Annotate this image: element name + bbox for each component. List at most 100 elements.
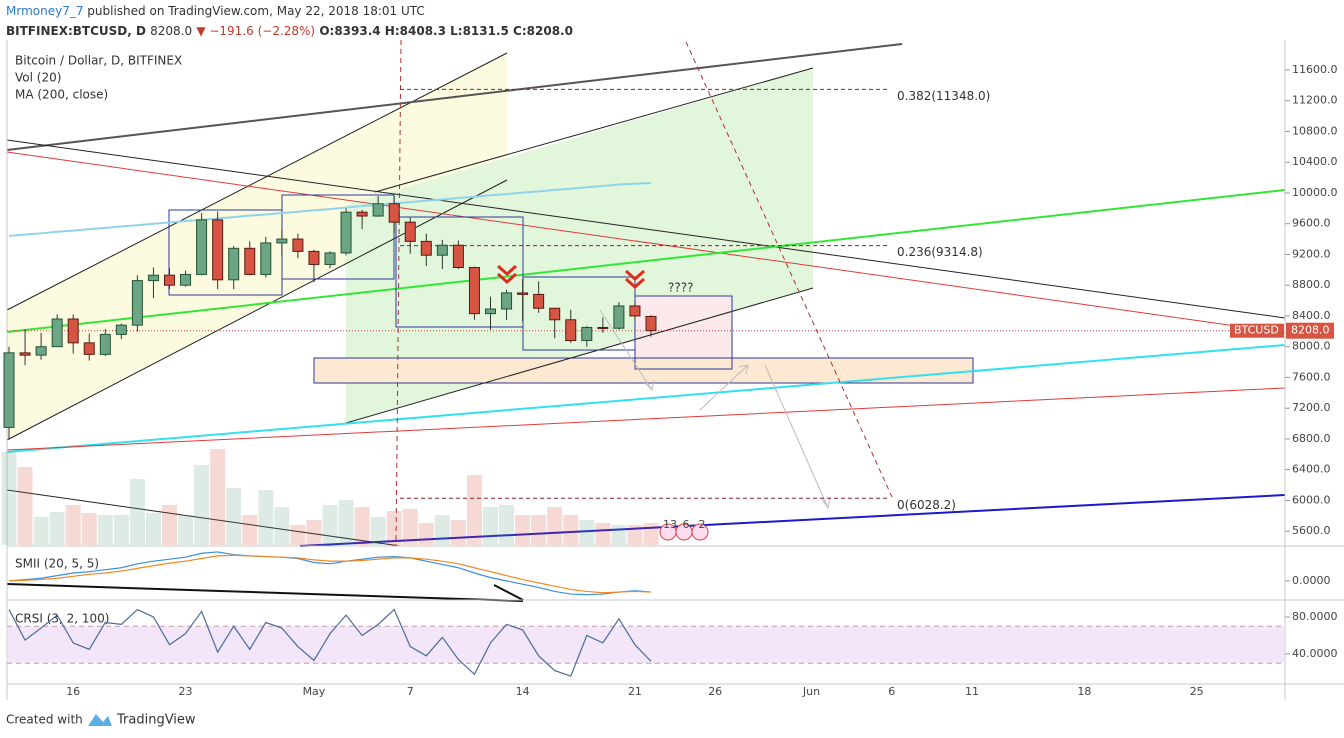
legend-ma: MA (200, close) [15, 88, 108, 102]
candle-body [565, 319, 577, 342]
header-line: Mrmoney7_7 published on TradingView.com,… [6, 4, 425, 18]
x-tick-label: May [303, 685, 326, 698]
volume-bar [434, 515, 450, 545]
last: 8208.0 [150, 24, 192, 38]
candle-body [19, 352, 31, 356]
volume-bar [499, 505, 515, 545]
candle-body [3, 352, 15, 428]
x-tick-label: 6 [888, 685, 895, 698]
trend-line [6, 189, 1286, 333]
channel-fill [346, 68, 813, 423]
y-tick-label: 11200.0 [1292, 94, 1338, 107]
volume-bar [33, 517, 49, 545]
y-tick-label: 6400.0 [1292, 463, 1331, 476]
volume-bar [531, 515, 547, 545]
candle-body [517, 292, 529, 295]
x-tick-label: 14 [516, 685, 530, 698]
y-tick-label: 11600.0 [1292, 63, 1338, 76]
candle-body [308, 250, 320, 265]
candle-body [613, 305, 625, 329]
volume-bar [322, 505, 338, 545]
arrow [764, 364, 831, 510]
price-tag [1286, 322, 1334, 339]
volume-bar [97, 515, 113, 545]
volume-bar [386, 511, 402, 545]
pane-frames [6, 40, 1344, 700]
chart-title: Bitcoin / Dollar, D, BITFINEX [15, 54, 182, 68]
volume-bar [210, 449, 226, 545]
candle-body [324, 252, 336, 265]
candle-body [244, 247, 256, 275]
candle-body [340, 211, 352, 254]
published: published on TradingView.com, May 22, 20… [87, 4, 424, 18]
volume-bar [226, 488, 242, 545]
volume-bar [611, 525, 627, 545]
volume-bar [627, 525, 643, 545]
event-label: 13 [663, 518, 677, 531]
arrow [599, 309, 655, 392]
symbol: BITFINEX:BTCUSD, D [6, 24, 146, 38]
trend-line [6, 139, 1286, 319]
x-tick-label: 23 [179, 685, 193, 698]
candle-body [196, 219, 208, 275]
channel-fill [7, 53, 507, 440]
volume-bar [1, 452, 17, 545]
y-tick-label: 10800.0 [1292, 124, 1338, 137]
indicator-line [8, 181, 652, 238]
volume-bar [354, 507, 370, 545]
y-tick-label: 0.0000 [1292, 574, 1331, 587]
candle-body [147, 274, 159, 282]
trend-line [6, 583, 524, 602]
x-tick-label: 7 [407, 685, 414, 698]
footer-brand[interactable]: TradingView [116, 713, 196, 728]
candle-body [131, 280, 143, 326]
y-tick-label: 5600.0 [1292, 524, 1331, 537]
y-tick-label: 80.0000 [1292, 610, 1338, 623]
chevron [625, 269, 645, 290]
footer-created: Created with [6, 713, 83, 727]
candle-body [420, 240, 432, 256]
trend-line [299, 494, 1286, 547]
indicator-line [8, 554, 652, 594]
fib-label: 0.382(11348.0) [897, 89, 990, 103]
candle-body [581, 326, 593, 342]
candle-body [51, 318, 63, 348]
volume-bar [258, 490, 274, 545]
pane-title: SMII (20, 5, 5) [15, 557, 99, 571]
indicator-line [8, 608, 652, 677]
y-tick-label: 9200.0 [1292, 247, 1331, 260]
x-tick-label: 26 [708, 685, 722, 698]
volume-bar [162, 505, 177, 545]
logo [88, 714, 112, 726]
y-tick-label: 10000.0 [1292, 186, 1338, 199]
y-tick-label: 7600.0 [1292, 370, 1331, 383]
x-tick-label: Jun [802, 685, 820, 698]
y-tick-label: 8800.0 [1292, 278, 1331, 291]
chevron [497, 264, 517, 285]
price-tag [1230, 323, 1284, 338]
trend-line [6, 489, 401, 547]
volume-bar [145, 513, 161, 545]
candle-body [501, 292, 513, 310]
candle-body [292, 238, 304, 252]
volume-bar [547, 507, 563, 545]
zone-box [313, 357, 974, 384]
volume-bar [242, 515, 258, 545]
price-tag-value: 8208.0 [1291, 324, 1330, 337]
candle-body [35, 346, 47, 356]
y-tick-label: 9600.0 [1292, 217, 1331, 230]
y-tick-label: 40.0000 [1292, 647, 1338, 660]
trend-line [6, 151, 1286, 334]
volume-bar [274, 507, 290, 545]
x-tick-label: 25 [1190, 685, 1204, 698]
volume-bar [402, 509, 418, 545]
trend-line [6, 52, 508, 311]
candle-body [436, 244, 448, 256]
author: Mrmoney7_7 [6, 4, 83, 18]
event-icon [691, 523, 709, 541]
candle-body [260, 242, 272, 275]
x-tick-label: 21 [628, 685, 642, 698]
dashed-line [685, 41, 893, 498]
trend-line [374, 67, 814, 193]
volume-bar [194, 465, 210, 545]
